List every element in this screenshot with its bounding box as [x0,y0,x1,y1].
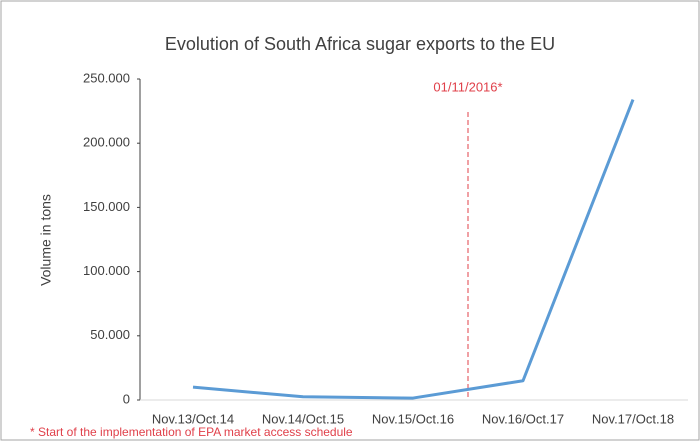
y-tick-label: 100.000 [83,263,130,278]
footnote: * Start of the implementation of EPA mar… [30,425,353,439]
y-axis-label: Volume in tons [38,194,54,286]
x-tick-label: Nov.15/Oct.16 [372,411,454,426]
y-tick-label: 200.000 [83,135,130,150]
x-tick-label: Nov.17/Oct.18 [592,411,674,426]
y-tick-label: 250.000 [83,70,130,85]
data-line [192,98,635,400]
y-tick-label: 50.000 [90,327,130,342]
annotation: 01/11/2016* [433,79,502,94]
x-tick-label: Nov.13/Oct.14 [152,411,234,426]
x-tick-label: Nov.16/Oct.17 [482,411,564,426]
x-tick-label: Nov.14/Oct.15 [262,411,344,426]
y-tick-label: 150.000 [83,199,130,214]
chart-title: Evolution of South Africa sugar exports … [165,34,555,54]
y-tick-label: 0 [123,391,130,406]
